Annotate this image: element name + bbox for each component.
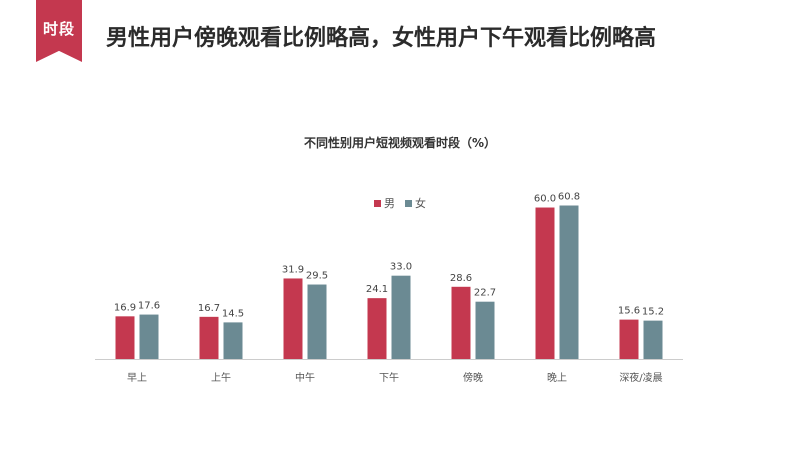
legend-label-female: 女: [415, 197, 426, 210]
data-label-female: 60.8: [558, 192, 580, 203]
legend-label-male: 男: [384, 197, 395, 210]
data-label-female: 15.2: [642, 307, 664, 318]
data-label-female: 17.6: [138, 301, 160, 312]
bar-male: [535, 207, 555, 359]
data-label-male: 16.7: [198, 303, 220, 314]
data-label-female: 29.5: [306, 271, 328, 282]
bar-male: [451, 286, 471, 359]
x-tick-label: 上午: [211, 371, 231, 384]
data-label-male: 60.0: [534, 194, 556, 205]
legend-swatch-male: [374, 199, 381, 207]
bar-male: [619, 319, 639, 359]
data-label-female: 14.5: [222, 308, 244, 319]
x-tick-label: 晚上: [547, 372, 567, 384]
x-tick-label: 深夜/凌晨: [619, 371, 662, 384]
chart-legend: 男 女: [0, 195, 800, 211]
data-label-male: 31.9: [282, 264, 304, 275]
data-label-male: 15.6: [618, 306, 640, 317]
data-label-male: 24.1: [366, 284, 388, 295]
bar-female: [391, 275, 411, 359]
bar-male: [115, 316, 135, 359]
bar-female: [307, 284, 327, 359]
bar-female: [559, 205, 579, 359]
bar-female: [139, 314, 159, 359]
x-tick-label: 早上: [127, 372, 147, 384]
legend-item-male: 男: [374, 195, 395, 211]
bar-male: [367, 298, 387, 359]
data-label-female: 33.0: [390, 262, 412, 273]
x-tick-label: 中午: [295, 371, 315, 384]
section-badge-label: 时段: [42, 20, 75, 38]
bar-female: [223, 322, 243, 359]
chart-title: 不同性别用户短视频观看时段（%）: [303, 136, 497, 150]
x-tick-label: 下午: [379, 371, 399, 384]
bar-female: [643, 320, 663, 359]
data-label-female: 22.7: [474, 288, 496, 299]
page-headline: 男性用户傍晚观看比例略高，女性用户下午观看比例略高: [106, 26, 657, 51]
legend-swatch-female: [405, 199, 412, 207]
bar-female: [475, 301, 495, 359]
legend-item-female: 女: [405, 195, 426, 211]
bar-male: [199, 316, 219, 359]
data-label-male: 28.6: [450, 273, 472, 284]
x-tick-label: 傍晚: [463, 371, 483, 384]
bar-male: [283, 278, 303, 359]
data-label-male: 16.9: [114, 302, 136, 313]
